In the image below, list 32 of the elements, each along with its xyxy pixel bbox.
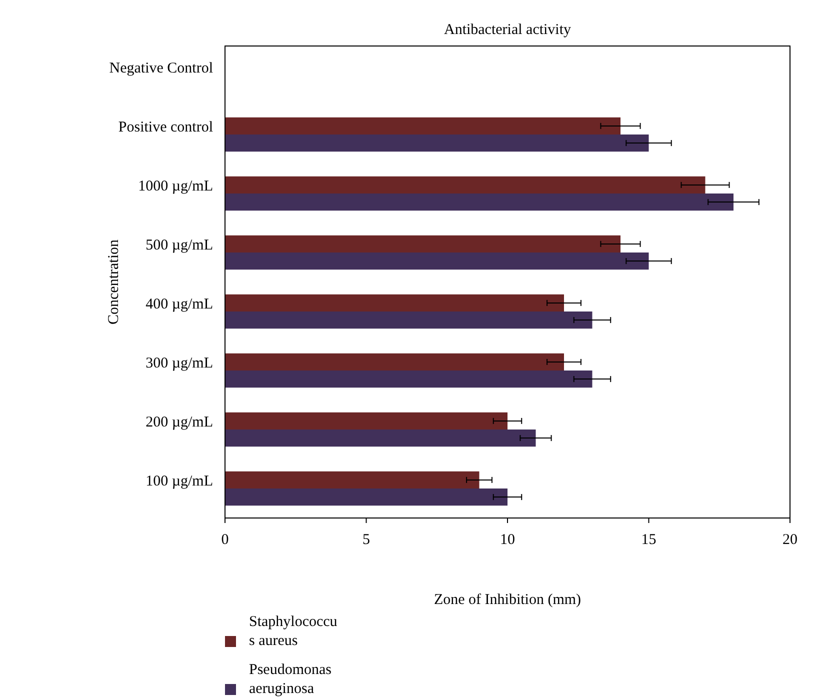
- y-tick-label: 100 µg/mL: [146, 474, 213, 490]
- y-tick-label: Negative Control: [109, 60, 213, 76]
- bar: [225, 294, 564, 312]
- y-tick-label: 500 µg/mL: [146, 238, 213, 254]
- y-tick-label: 1000 µg/mL: [138, 178, 213, 194]
- y-tick-label: 300 µg/mL: [146, 356, 213, 372]
- bar: [225, 430, 536, 447]
- bar: [225, 488, 508, 506]
- y-tick-label: 200 µg/mL: [146, 414, 213, 430]
- x-tick-label: 15: [641, 532, 656, 548]
- bar: [225, 471, 480, 488]
- y-tick-label: Positive control: [118, 120, 213, 136]
- bar: [225, 194, 734, 211]
- bar: [225, 176, 706, 194]
- x-axis-title: Zone of Inhibition (mm): [434, 592, 582, 608]
- x-tick-label: 5: [362, 532, 370, 548]
- bar: [225, 312, 592, 329]
- bar: [225, 370, 592, 388]
- bar: [225, 117, 620, 134]
- legend-label: Staphylococcus aureus: [249, 614, 338, 649]
- x-tick-label: 0: [221, 532, 229, 548]
- legend-label: Pseudomonas aeruginosa: [249, 662, 332, 697]
- y-tick-label: 400 µg/mL: [146, 296, 213, 312]
- x-tick-label: 20: [782, 532, 798, 548]
- bar: [225, 353, 564, 370]
- chart-title: Antibacterial activity: [444, 22, 572, 38]
- y-axis-title: Concentration: [106, 239, 122, 324]
- bar: [225, 134, 649, 152]
- bar: [225, 235, 620, 252]
- bar: [225, 412, 508, 430]
- bar: [225, 252, 649, 270]
- x-tick-label: 10: [500, 532, 515, 548]
